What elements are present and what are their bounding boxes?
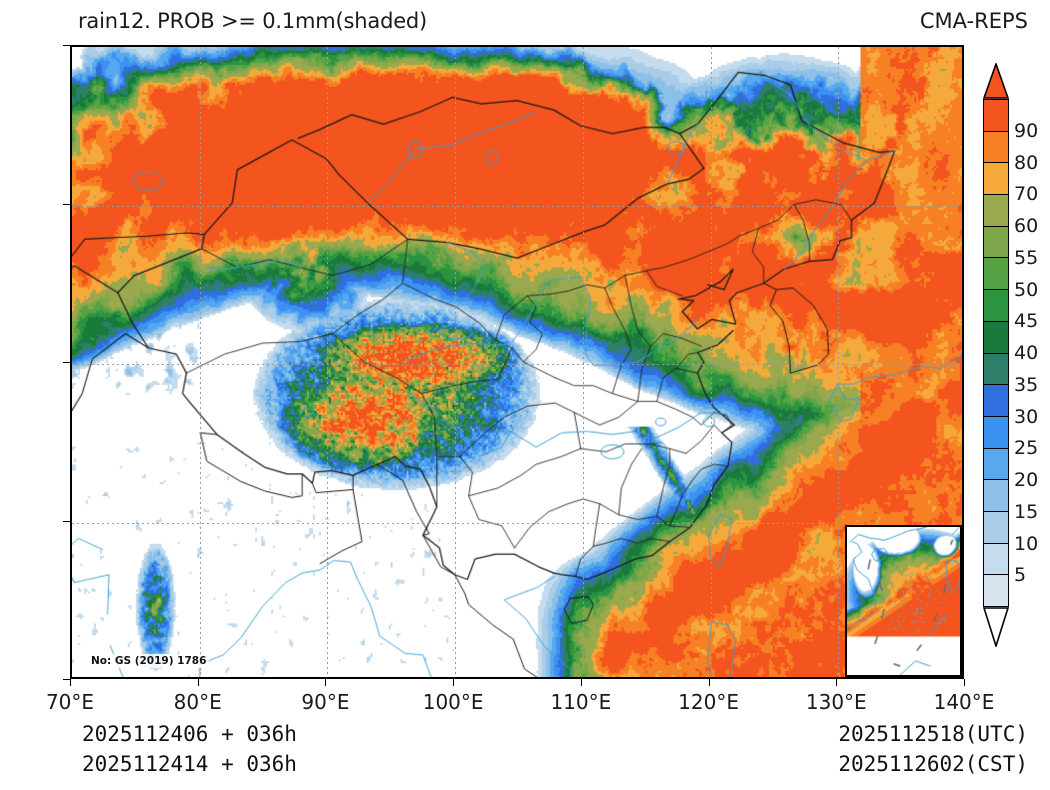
x-axis-label: 70°E	[45, 690, 95, 714]
colorbar-swatch	[984, 448, 1008, 481]
colorbar-level-label: 90	[1014, 119, 1039, 142]
colorbar-swatches	[983, 99, 1009, 607]
map-plot-area: No: GS (2019) 1786	[70, 45, 964, 679]
colorbar-level-label: 25	[1014, 437, 1039, 460]
south-china-sea-inset	[845, 525, 962, 677]
precipitation-probability-map	[72, 47, 962, 677]
x-axis-tick	[964, 679, 965, 686]
y-axis-tick	[63, 679, 70, 680]
x-axis-tick	[325, 679, 327, 686]
x-axis-label: 90°E	[301, 690, 350, 714]
init-time-cst: 2025112414 + 036h	[82, 752, 297, 776]
colorbar-swatch	[984, 575, 1008, 606]
y-axis-tick	[63, 362, 70, 363]
colorbar-level-label: 45	[1014, 310, 1039, 333]
colorbar-level-label: 50	[1014, 278, 1039, 301]
page-title: rain12. PROB >= 0.1mm(shaded)	[78, 9, 428, 33]
colorbar-swatch	[984, 416, 1008, 449]
init-time-utc: 2025112406 + 036h	[82, 722, 297, 746]
colorbar-swatch	[984, 163, 1008, 196]
x-axis-tick	[453, 679, 455, 686]
colorbar-swatch	[984, 480, 1008, 512]
x-axis-label: 140°E	[933, 690, 995, 714]
colorbar: 90 80 70 60 55 50 45 40 35 30 25 20 15 10 5	[983, 63, 1038, 647]
x-axis-label: 120°E	[678, 690, 739, 714]
y-axis-tick	[63, 520, 70, 522]
x-axis-label: 130°E	[805, 690, 867, 714]
colorbar-swatch	[984, 195, 1008, 227]
colorbar-level-label: 40	[1014, 342, 1039, 364]
colorbar-level-label: 60	[1014, 215, 1039, 237]
colorbar-level-label: 20	[1014, 469, 1039, 491]
colorbar-level-label: 70	[1014, 183, 1039, 206]
colorbar-level-label: 55	[1014, 246, 1039, 269]
colorbar-swatch	[984, 290, 1008, 322]
colorbar-swatch	[984, 321, 1008, 354]
x-axis-tick	[708, 679, 710, 686]
valid-time-cst: 2025112602(CST)	[838, 752, 1028, 776]
x-axis-label: 100°E	[422, 690, 484, 714]
colorbar-level-label: 10	[1014, 532, 1039, 555]
colorbar-over-arrow-icon	[983, 63, 1009, 99]
x-axis-tick	[836, 679, 838, 686]
map-approval-note: No: GS (2019) 1786	[88, 654, 210, 668]
colorbar-level-label: 30	[1014, 405, 1039, 428]
colorbar-under-arrow-icon	[983, 607, 1009, 647]
y-axis-tick	[63, 45, 70, 46]
x-axis-tick	[580, 679, 582, 686]
colorbar-level-label: 35	[1014, 373, 1039, 396]
colorbar-swatch	[984, 226, 1008, 259]
model-label: CMA-REPS	[919, 9, 1028, 33]
colorbar-swatch	[984, 258, 1008, 291]
colorbar-level-label: 15	[1014, 500, 1039, 523]
y-axis-tick	[63, 203, 70, 205]
colorbar-swatch	[984, 511, 1008, 544]
inset-map-canvas	[847, 527, 960, 675]
x-axis-label: 110°E	[550, 690, 612, 714]
colorbar-swatch	[984, 385, 1008, 417]
colorbar-level-label: 5	[1014, 564, 1027, 587]
colorbar-swatch	[984, 100, 1008, 132]
valid-time-utc: 2025112518(UTC)	[838, 722, 1028, 746]
colorbar-swatch	[984, 353, 1008, 386]
colorbar-swatch	[984, 131, 1008, 164]
colorbar-level-label: 80	[1014, 151, 1039, 174]
x-axis-tick	[197, 679, 199, 686]
colorbar-swatch	[984, 543, 1008, 576]
x-axis-tick	[70, 679, 71, 686]
x-axis-label: 80°E	[173, 690, 222, 714]
